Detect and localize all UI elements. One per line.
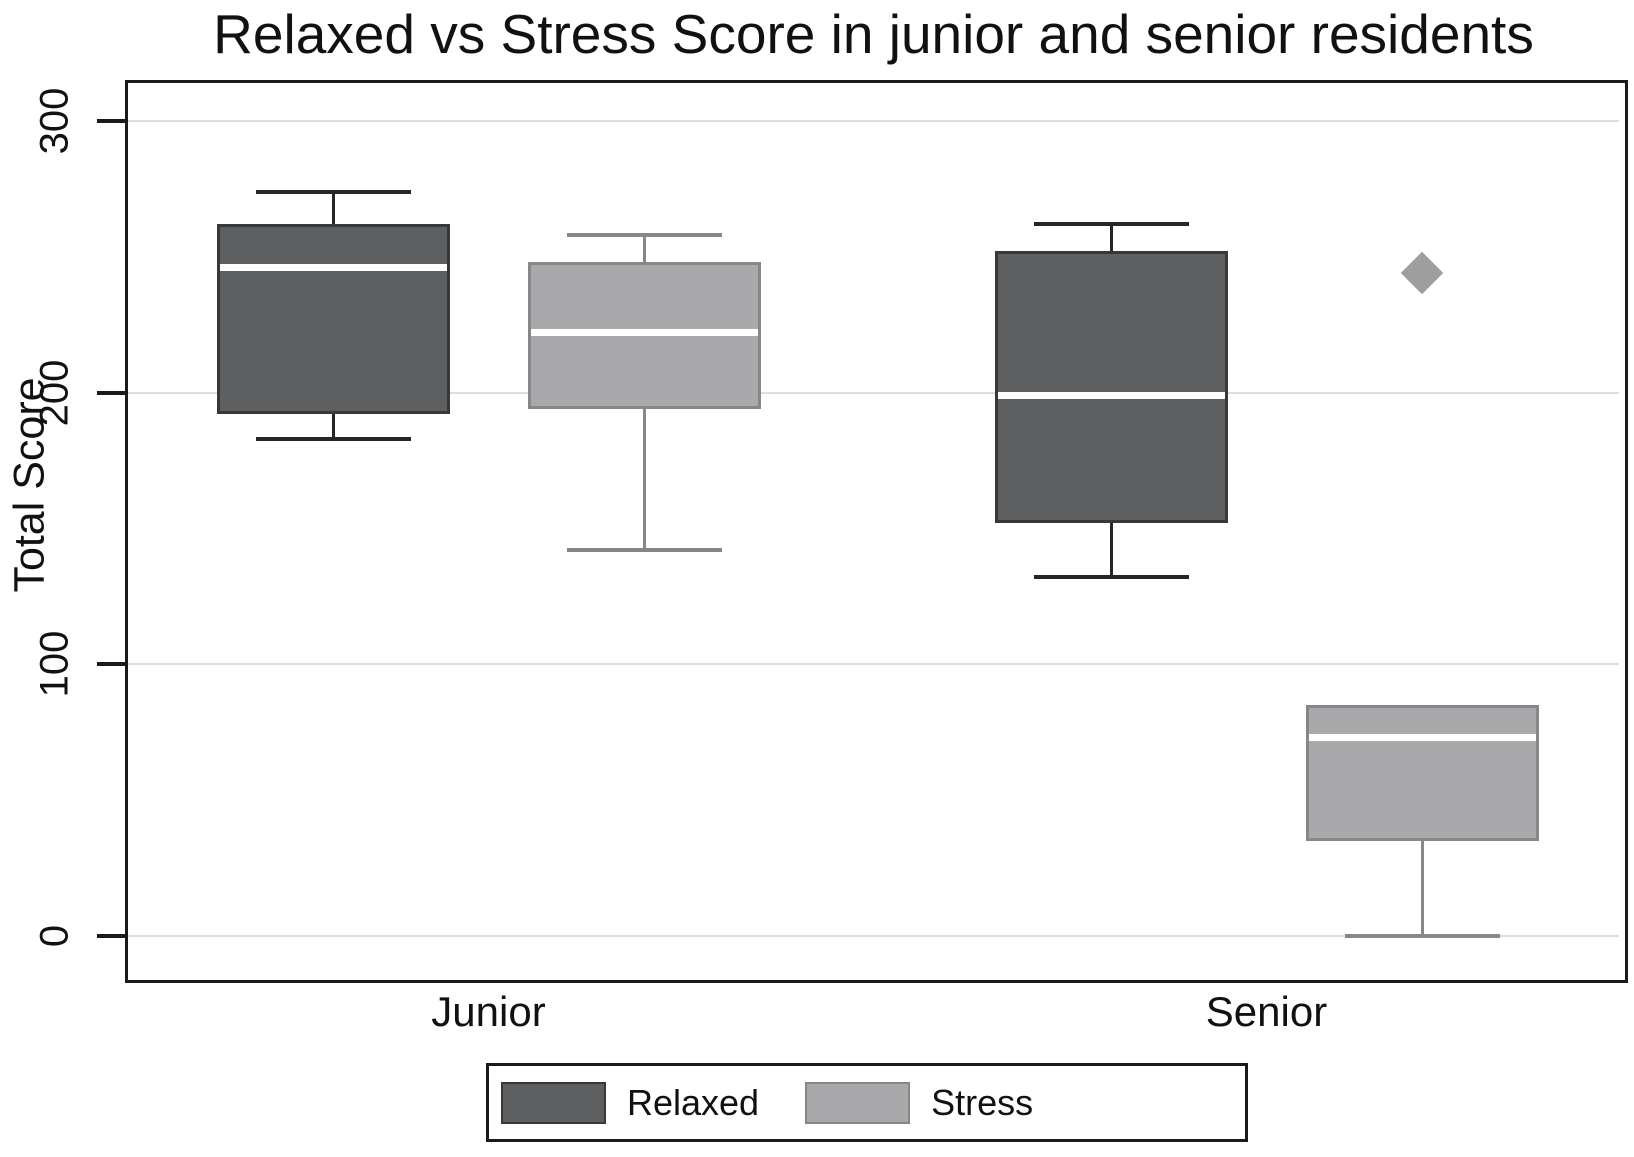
legend-label-stress: Stress <box>931 1081 1034 1123</box>
median-relaxed-junior <box>219 264 447 272</box>
y-tick-label: 0 <box>32 924 77 948</box>
y-tick-mark <box>97 119 125 124</box>
whisker-cap-relaxed-junior <box>255 436 411 441</box>
y-tick-label: 200 <box>32 359 77 427</box>
x-category-label: Junior <box>431 988 546 1035</box>
whisker-stem-relaxed-senior <box>1109 523 1113 578</box>
y-tick-label: 100 <box>32 630 77 698</box>
box-stress-senior <box>1305 705 1539 841</box>
box-relaxed-senior <box>994 251 1228 524</box>
legend-item-relaxed: Relaxed <box>501 1081 760 1124</box>
chart-title: Relaxed vs Stress Score in junior and se… <box>213 3 1534 65</box>
median-stress-senior <box>1308 734 1536 742</box>
plot-area <box>125 80 1628 983</box>
whisker-cap-relaxed-senior <box>1033 575 1189 580</box>
legend-label-relaxed: Relaxed <box>627 1081 760 1123</box>
gridline <box>128 391 1619 394</box>
gridline <box>128 934 1619 937</box>
median-relaxed-senior <box>997 391 1225 399</box>
outlier-diamond <box>1400 251 1444 295</box>
gridline <box>128 120 1619 123</box>
whisker-stem-relaxed-senior <box>1109 224 1113 252</box>
y-tick-mark <box>97 390 125 395</box>
y-tick-mark <box>97 933 125 938</box>
gridline <box>128 663 1619 666</box>
median-stress-junior <box>530 329 758 337</box>
legend: Relaxed Stress <box>486 1063 1248 1142</box>
legend-swatch-relaxed <box>501 1081 606 1124</box>
box-relaxed-junior <box>216 224 450 415</box>
whisker-cap-relaxed-junior <box>255 189 411 194</box>
whisker-stem-stress-junior <box>642 235 646 263</box>
whisker-cap-stress-junior <box>566 233 722 238</box>
whisker-stem-relaxed-junior <box>331 414 335 439</box>
whisker-stem-relaxed-junior <box>331 191 335 225</box>
whisker-stem-stress-senior <box>1420 840 1424 936</box>
legend-item-stress: Stress <box>805 1081 1034 1124</box>
x-category-label: Senior <box>1205 988 1328 1035</box>
whisker-cap-stress-senior <box>1344 933 1500 938</box>
y-tick-label: 300 <box>32 87 77 155</box>
whisker-stem-stress-junior <box>642 408 646 551</box>
whisker-cap-relaxed-senior <box>1033 222 1189 227</box>
legend-swatch-stress <box>805 1081 911 1124</box>
whisker-cap-stress-junior <box>566 548 722 553</box>
y-tick-mark <box>97 662 125 667</box>
